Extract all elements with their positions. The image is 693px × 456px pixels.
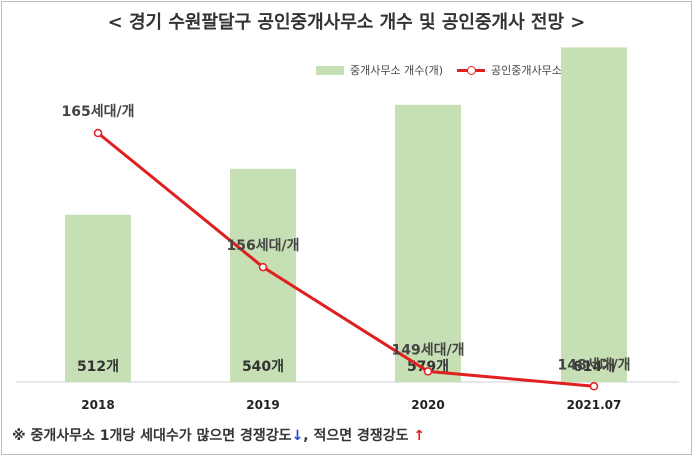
line-point-2018: [93, 128, 103, 138]
arrow-down-icon: ↓: [291, 428, 304, 444]
x-tick-2019: 2019: [246, 398, 279, 412]
line-series: [97, 131, 595, 388]
bar-2020: [395, 104, 461, 382]
bar-label-2019: 540개: [242, 359, 284, 375]
x-tick-2021.07: 2021.07: [567, 398, 622, 412]
footnote-mid: , 적으면 경쟁강도: [303, 428, 414, 444]
x-tick-2018: 2018: [81, 398, 114, 412]
line-label-2020: 149세대/개: [392, 342, 465, 358]
bar-label-2018: 512개: [77, 359, 119, 375]
bar-2019: [230, 168, 296, 382]
chart-title: < 경기 수원팔달구 공인중개사무소 개수 및 공인중개사 전망 >: [107, 12, 586, 33]
arrow-up-icon: ↑: [413, 428, 426, 444]
line-label-2019: 156세대/개: [227, 238, 300, 254]
legend-bar-label: 중개사무소 개수(개): [350, 64, 444, 77]
line-label-2021.07: 148세대/개: [558, 357, 631, 373]
line-point-2021.07: [589, 382, 599, 391]
bar-label-2021.07: 614개: [573, 359, 615, 375]
bar-2021.07: [561, 47, 627, 382]
line-point-2019: [258, 262, 268, 272]
bar-2018: [65, 214, 131, 382]
x-tick-2020: 2020: [411, 398, 444, 412]
line-point-2020: [423, 367, 433, 376]
footnote-text: ※ 중개사무소 1개당 세대수가 많으면 경쟁강도: [12, 428, 292, 444]
footnote: ※ 중개사무소 1개당 세대수가 많으면 경쟁강도↓, 적으면 경쟁강도 ↑: [12, 425, 425, 445]
legend-bar-swatch: [316, 65, 344, 75]
line-label-2018: 165세대/개: [62, 104, 135, 120]
legend-line-swatch: [457, 65, 486, 75]
